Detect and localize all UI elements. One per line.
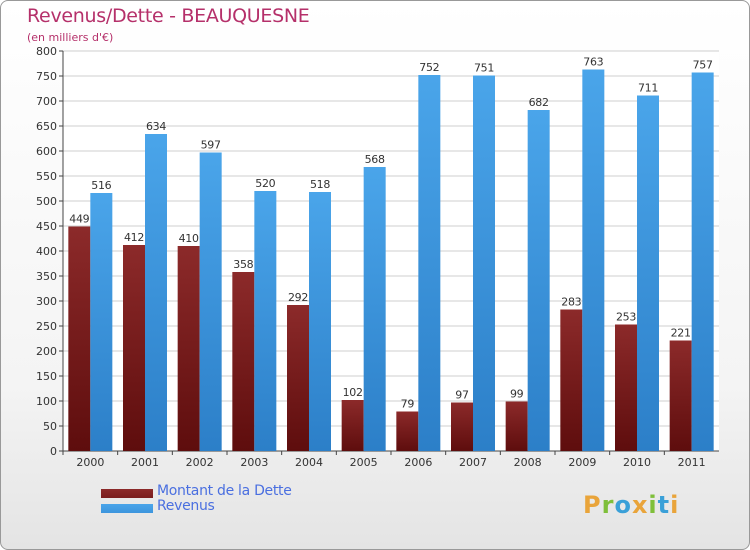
bar-revenus <box>90 193 113 451</box>
data-label-revenus: 568 <box>365 153 385 166</box>
y-tick-label: 100 <box>36 395 57 408</box>
logo-letter: i <box>670 491 680 519</box>
x-tick-label: 2009 <box>568 456 596 469</box>
y-tick-label: 700 <box>36 95 57 108</box>
logo-letter: t <box>657 491 671 519</box>
bar-revenus <box>254 191 277 451</box>
x-tick-label: 2006 <box>404 456 432 469</box>
x-tick-label: 2003 <box>240 456 268 469</box>
legend-label-dette: Montant de la Dette <box>157 483 292 499</box>
y-tick-label: 350 <box>36 270 57 283</box>
y-tick-label: 600 <box>36 145 57 158</box>
x-tick-label: 2007 <box>459 456 487 469</box>
data-label-dette: 221 <box>671 327 691 340</box>
x-tick-label: 2005 <box>350 456 378 469</box>
y-tick-label: 150 <box>36 370 57 383</box>
logo-letter: r <box>601 491 615 519</box>
data-label-revenus: 763 <box>583 56 603 69</box>
logo-letter: P <box>583 491 602 519</box>
bar-revenus <box>691 72 714 451</box>
proxiti-logo: Proxiti <box>583 491 679 519</box>
bar-revenus <box>199 152 222 451</box>
bar-dette <box>615 324 637 451</box>
y-tick-label: 400 <box>36 245 57 258</box>
data-label-dette: 449 <box>69 213 89 226</box>
x-tick-label: 2001 <box>131 456 159 469</box>
data-label-revenus: 597 <box>201 139 221 152</box>
y-tick-label: 750 <box>36 70 57 83</box>
y-tick-label: 50 <box>43 420 57 433</box>
y-tick-label: 200 <box>36 345 57 358</box>
bar-revenus <box>473 75 495 451</box>
bar-dette <box>123 245 145 451</box>
y-tick-label: 650 <box>36 120 57 133</box>
data-label-dette: 410 <box>179 232 199 245</box>
bar-dette <box>451 402 473 451</box>
data-label-revenus: 751 <box>474 62 494 75</box>
y-tick-label: 800 <box>36 45 57 58</box>
bar-revenus <box>637 95 659 451</box>
data-label-revenus: 752 <box>419 61 439 74</box>
bar-dette <box>560 309 583 451</box>
data-label-revenus: 757 <box>693 59 713 72</box>
chart-title: Revenus/Dette - BEAUQUESNE <box>27 5 310 27</box>
logo-letter: i <box>648 491 658 519</box>
data-label-revenus: 634 <box>146 120 166 133</box>
data-label-dette: 79 <box>401 398 415 411</box>
data-label-dette: 253 <box>616 311 636 324</box>
data-label-dette: 99 <box>510 388 524 401</box>
data-label-dette: 358 <box>233 258 253 271</box>
data-label-revenus: 682 <box>529 96 549 109</box>
y-tick-label: 300 <box>36 295 57 308</box>
bar-revenus <box>418 75 441 451</box>
data-label-revenus: 518 <box>310 178 330 191</box>
logo-letter: o <box>614 491 632 519</box>
legend-label-revenus: Revenus <box>157 498 215 514</box>
x-tick-label: 2000 <box>76 456 104 469</box>
bar-dette <box>396 411 419 451</box>
bar-revenus <box>145 134 167 451</box>
y-tick-label: 0 <box>50 445 57 458</box>
x-tick-label: 2008 <box>514 456 542 469</box>
y-tick-label: 250 <box>36 320 57 333</box>
y-tick-label: 550 <box>36 170 57 183</box>
data-label-dette: 283 <box>561 296 581 309</box>
bar-revenus <box>363 167 386 451</box>
x-tick-label: 2002 <box>186 456 214 469</box>
data-label-revenus: 711 <box>638 82 658 95</box>
bar-dette <box>669 340 692 451</box>
data-label-dette: 102 <box>343 386 363 399</box>
bar-dette <box>505 401 528 451</box>
y-tick-label: 500 <box>36 195 57 208</box>
bar-dette <box>232 272 255 451</box>
bar-dette <box>177 246 200 451</box>
legend-swatch-dette <box>101 489 153 498</box>
data-label-revenus: 520 <box>255 177 275 190</box>
bar-revenus <box>309 192 331 451</box>
legend-swatch-revenus <box>101 504 153 513</box>
data-label-dette: 412 <box>124 231 144 244</box>
data-label-revenus: 516 <box>91 179 111 192</box>
x-tick-label: 2011 <box>678 456 706 469</box>
logo-letter: x <box>631 491 649 519</box>
data-label-dette: 97 <box>455 389 469 402</box>
data-label-dette: 292 <box>288 291 308 304</box>
bar-revenus <box>527 110 550 451</box>
bar-dette <box>341 400 364 451</box>
bar-dette <box>68 226 91 451</box>
chart-subtitle: (en milliers d'€) <box>27 31 114 44</box>
bar-dette <box>287 305 309 451</box>
y-tick-label: 450 <box>36 220 57 233</box>
x-tick-label: 2004 <box>295 456 323 469</box>
x-tick-label: 2010 <box>623 456 651 469</box>
bar-revenus <box>582 69 605 451</box>
